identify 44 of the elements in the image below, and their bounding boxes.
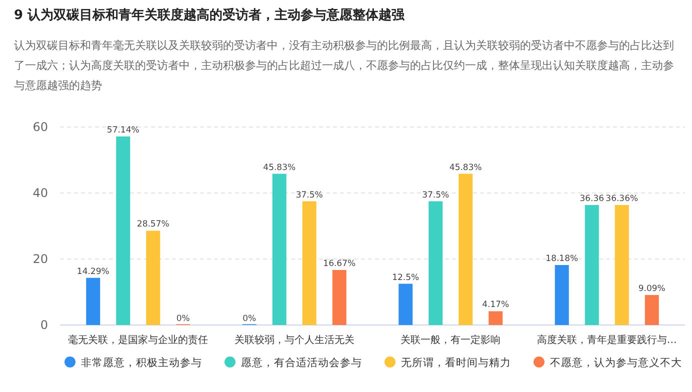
bar [614, 205, 629, 325]
bar [332, 270, 346, 325]
data-label: 16.67% [323, 258, 356, 269]
legend-label: 愿意，有合适活动会参与 [241, 356, 362, 369]
y-tick-label: 40 [32, 186, 48, 200]
bar [146, 230, 160, 325]
y-tick-label: 0 [40, 318, 48, 332]
data-label: 12.5% [392, 272, 420, 283]
data-label: 37.5% [422, 190, 450, 200]
bar [644, 295, 659, 325]
legend-label: 不愿意，认为参与意义不大 [550, 356, 682, 369]
bar [458, 174, 473, 325]
x-tick-label: 关联一般，有一定影响 [400, 334, 501, 346]
chart-subtitle: 认为双碳目标和青年毫无关联以及关联较弱的受访者中，没有主动积极参与的比例最高，且认为关联较弱的受访者中不愿参与的占比达到了一成六；认为高度关联的受访者中，主动积极参与的占比超过一成八，不愿参与的占比仅约一成，整体呈现出认知关联度越高，主动参与意愿越强的趋势 [14, 38, 675, 94]
data-label: 57.14% [106, 125, 140, 136]
data-label: 45.83% [449, 162, 482, 173]
y-tick-label: 20 [32, 252, 48, 266]
bar [428, 201, 443, 325]
data-label: 4.17% [482, 300, 510, 310]
bar [272, 174, 286, 325]
data-label: 18.18% [546, 254, 578, 264]
bar [584, 205, 599, 325]
y-tick-label: 60 [32, 120, 48, 134]
x-tick-label: 毫无关联，是国家与企业的责任 [68, 334, 208, 346]
bar [488, 311, 503, 325]
data-label: 0% [242, 314, 256, 324]
x-tick-label: 关联较弱，与个人生活无关 [234, 334, 354, 346]
bar [116, 136, 130, 325]
data-label: 0% [176, 314, 190, 324]
data-label: 28.57% [136, 220, 170, 230]
legend-label: 无所谓，看时间与精力 [401, 356, 511, 369]
x-tick-label: 高度关联，青年是重要践行与… [536, 334, 677, 346]
legend-label: 非常愿意，积极主动参与 [81, 356, 202, 369]
bar [302, 201, 316, 325]
chart-title: 9 认为双碳目标和青年关联度越高的受访者，主动参与意愿整体越强 [14, 6, 406, 24]
data-label: 14.29% [76, 266, 110, 277]
data-label: 45.83% [263, 162, 296, 173]
bar [398, 284, 413, 325]
data-label: 37.5% [296, 190, 323, 200]
data-label: 36.36 [580, 194, 604, 204]
data-label: 36.36% [606, 194, 638, 204]
bar [86, 278, 100, 325]
data-label: 9.09% [638, 284, 666, 294]
bar [554, 265, 569, 325]
